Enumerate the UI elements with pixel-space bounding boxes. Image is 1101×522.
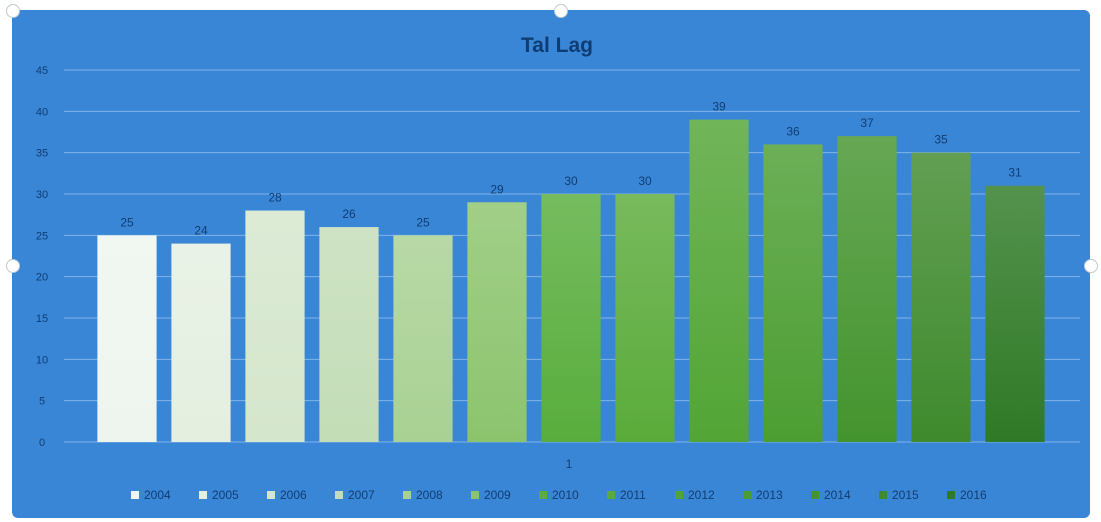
legend-swatch-2011: [607, 491, 615, 499]
y-tick-label: 35: [36, 148, 48, 160]
bar-2005: [171, 243, 231, 442]
legend-swatch-2006: [267, 491, 275, 499]
data-label-2014: 37: [860, 116, 874, 130]
legend-swatch-2016: [947, 491, 955, 499]
y-tick-label: 5: [39, 396, 45, 408]
bar-2013: [763, 144, 823, 442]
legend-label-2014: 2014: [824, 488, 851, 502]
legend-swatch-2015: [879, 491, 887, 499]
legend-swatch-2005: [199, 491, 207, 499]
legend-label-2007: 2007: [348, 488, 375, 502]
legend-swatch-2014: [811, 491, 819, 499]
data-label-2011: 30: [638, 174, 652, 188]
data-label-2005: 24: [194, 224, 208, 238]
y-tick-label: 0: [39, 437, 45, 449]
resize-handle-top-left[interactable]: [6, 4, 20, 18]
bar-2006: [245, 210, 305, 442]
data-label-2006: 28: [268, 191, 282, 205]
resize-handle-left[interactable]: [6, 259, 20, 273]
chart-title: Tal Lag: [521, 34, 593, 57]
data-label-2015: 35: [934, 133, 948, 147]
y-tick-label: 20: [36, 272, 48, 284]
legend-swatch-2009: [471, 491, 479, 499]
data-label-2007: 26: [342, 207, 356, 221]
legend-label-2011: 2011: [620, 488, 646, 502]
bar-2012: [689, 119, 749, 442]
y-tick-label: 45: [36, 65, 48, 77]
data-label-2016: 31: [1008, 166, 1022, 180]
legend-swatch-2008: [403, 491, 411, 499]
data-label-2010: 30: [564, 174, 578, 188]
chart-area[interactable]: Tal Lag 0 5 10 15 20 25 30 35 40 45 25 24 28 26 25 29 3…: [12, 10, 1090, 518]
bars: [97, 119, 1045, 442]
legend-swatch-2012: [675, 491, 683, 499]
bar-2010: [541, 194, 601, 442]
y-tick-label: 25: [36, 230, 48, 242]
legend: 2004 2005 2006 2007 2008 2009 2010 2011 2012 2013…: [131, 488, 987, 502]
y-tick-label: 15: [36, 313, 48, 325]
x-category-label: 1: [566, 457, 573, 471]
bar-2011: [615, 194, 675, 442]
legend-swatch-2007: [335, 491, 343, 499]
legend-label-2005: 2005: [212, 488, 239, 502]
resize-handle-right[interactable]: [1084, 259, 1098, 273]
bar-chart: Tal Lag 0 5 10 15 20 25 30 35 40 45 25 24 28 26 25 29 3…: [36, 34, 1080, 502]
legend-label-2012: 2012: [688, 488, 715, 502]
y-tick-label: 40: [36, 106, 48, 118]
legend-swatch-2013: [743, 491, 751, 499]
legend-label-2013: 2013: [756, 488, 783, 502]
legend-label-2004: 2004: [144, 488, 171, 502]
legend-label-2015: 2015: [892, 488, 919, 502]
resize-handle-top[interactable]: [554, 4, 568, 18]
legend-swatch-2004: [131, 491, 139, 499]
legend-label-2008: 2008: [416, 488, 443, 502]
data-label-2012: 39: [712, 100, 726, 114]
data-label-2008: 25: [416, 215, 430, 229]
legend-swatch-2010: [539, 491, 547, 499]
data-label-2004: 25: [120, 215, 134, 229]
legend-label-2006: 2006: [280, 488, 307, 502]
data-labels: 25 24 28 26 25 29 30 30 39 36 37 35 31: [120, 100, 1022, 238]
bar-2008: [393, 235, 453, 442]
data-label-2009: 29: [490, 182, 504, 196]
y-tick-label: 30: [36, 189, 48, 201]
bar-2004: [97, 235, 157, 442]
legend-label-2009: 2009: [484, 488, 511, 502]
bar-2014: [837, 136, 897, 442]
data-label-2013: 36: [786, 124, 800, 138]
bar-2009: [467, 202, 527, 442]
bar-2016: [985, 185, 1045, 442]
y-axis: 0 5 10 15 20 25 30 35 40 45: [36, 65, 48, 449]
legend-label-2010: 2010: [552, 488, 579, 502]
bar-2007: [319, 227, 379, 442]
y-tick-label: 10: [36, 354, 48, 366]
legend-label-2016: 2016: [960, 488, 987, 502]
bar-2015: [911, 152, 971, 442]
